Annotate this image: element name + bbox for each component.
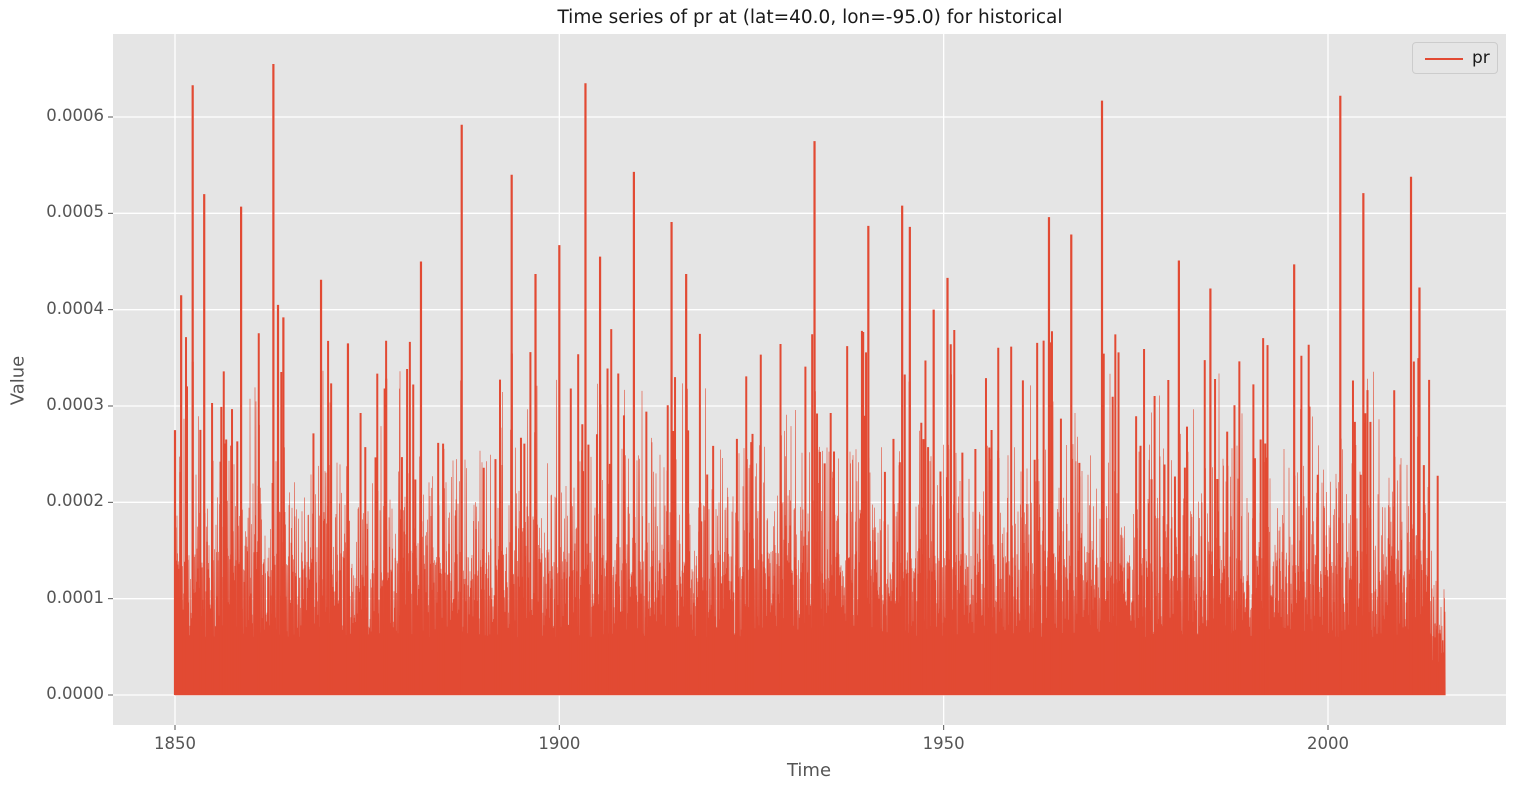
legend-label: pr [1472, 48, 1490, 68]
x-tick-label: 1900 [538, 734, 581, 753]
y-tick-label: 0.0005 [46, 202, 104, 222]
x-tick-label: 2000 [1307, 734, 1349, 753]
y-axis-label: Value [7, 355, 29, 406]
y-tick-label: 0.0002 [46, 491, 104, 511]
y-tick-label: 0.0000 [46, 684, 104, 703]
y-tick-label: 0.0004 [46, 298, 104, 318]
legend-line-swatch [1425, 58, 1463, 60]
tick-marks [108, 116, 1329, 730]
x-tick-label: 1950 [922, 734, 965, 753]
chart-title: Time series of pr at (lat=40.0, lon=-95.… [557, 7, 1063, 28]
series-pr [173, 64, 1446, 696]
x-axis-label: Time [786, 760, 832, 781]
y-tick-label: 0.0006 [46, 106, 104, 125]
y-tick-label: 0.0001 [46, 587, 104, 607]
x-tick-label: 1850 [154, 734, 196, 753]
legend: pr [1412, 42, 1498, 74]
y-tick-label: 0.0003 [46, 395, 104, 414]
